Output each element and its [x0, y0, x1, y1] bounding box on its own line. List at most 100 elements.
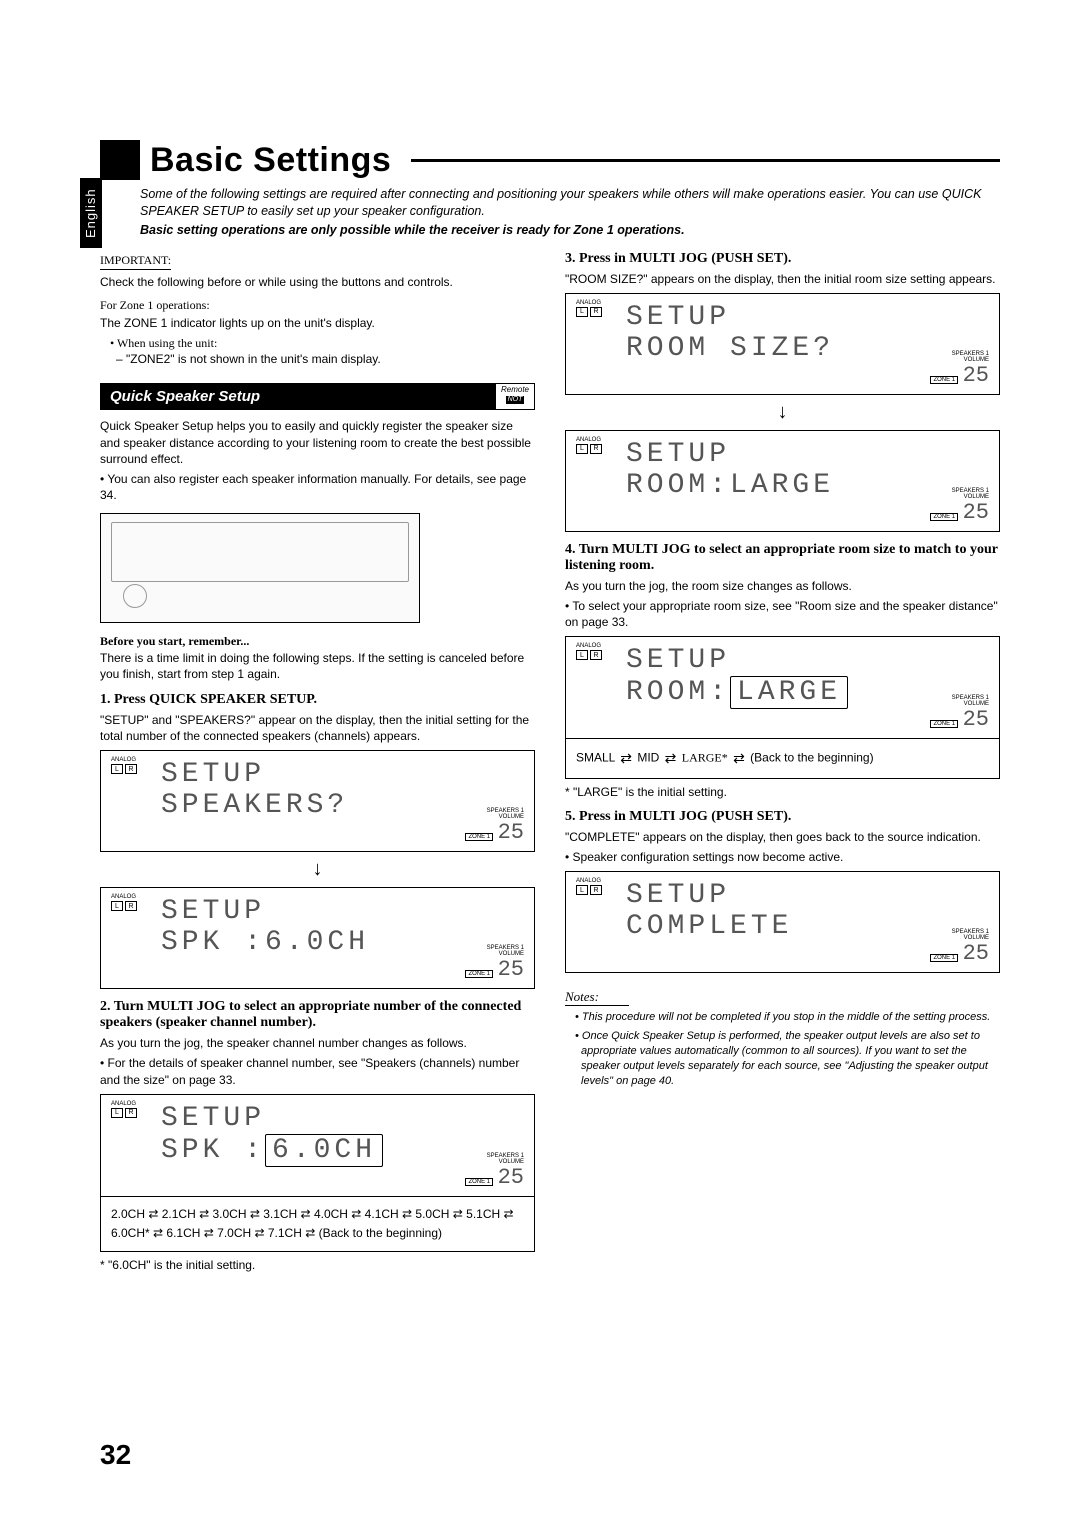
- cycle-small: SMALL: [576, 751, 615, 765]
- lcd-vol: 25: [498, 957, 524, 982]
- lcd-line2: COMPLETE: [626, 911, 792, 942]
- lcd-room-pref: ROOM:: [626, 677, 730, 708]
- title-rule: [411, 159, 1000, 162]
- notes-heading: Notes:: [565, 989, 629, 1006]
- lcd-line1: SETUP: [626, 880, 989, 911]
- lcd-line2: SPEAKERS?: [161, 790, 348, 821]
- lcd-analog-label: ANALOG: [111, 894, 137, 900]
- lcd-line2: SPK :6.0CH: [161, 927, 369, 958]
- lcd-l: L: [111, 1108, 123, 1118]
- lcd-l: L: [111, 901, 123, 911]
- qss-para: Quick Speaker Setup helps you to easily …: [100, 418, 535, 467]
- lcd-spk-val: 6.0CH: [265, 1134, 383, 1167]
- lcd-r: R: [125, 901, 137, 911]
- lcd-zone: ZONE 1: [930, 513, 958, 521]
- receiver-illustration: [100, 513, 420, 623]
- lcd-analog-label: ANALOG: [576, 437, 602, 443]
- right-column: 3. Press in MULTI JOG (PUSH SET). "ROOM …: [565, 251, 1000, 1273]
- lcd-vol: 25: [963, 500, 989, 525]
- title-square: [100, 140, 140, 180]
- arrow-down-icon: ↓: [565, 401, 1000, 424]
- lcd-l: L: [576, 444, 588, 454]
- step5-bullet: • Speaker configuration settings now bec…: [565, 849, 1000, 865]
- notes-body: • This procedure will not be completed i…: [565, 1010, 1000, 1088]
- lcd-display: ANALOG LR SETUP ROOM:LARGE SPEAKERS 1 VO…: [565, 636, 1000, 739]
- remote-not-box: Remote NOT: [495, 383, 535, 410]
- step3-heading: 3. Press in MULTI JOG (PUSH SET).: [565, 251, 1000, 267]
- when-using-h: When using the unit:: [117, 336, 217, 350]
- lcd-r: R: [590, 885, 602, 895]
- bi-arrow-icon: ⇄: [665, 747, 677, 769]
- intro-text: Some of the following settings are requi…: [140, 186, 1000, 220]
- page-content: Basic Settings Some of the following set…: [100, 140, 1000, 1272]
- cycle-back: (Back to the beginning): [750, 751, 873, 765]
- lcd-l: L: [576, 650, 588, 660]
- lcd-display: ANALOG LR SETUP SPK :6.0CH SPEAKERS 1 VO…: [100, 887, 535, 989]
- bi-arrow-icon: ⇄: [733, 747, 745, 769]
- intro-bold: Basic setting operations are only possib…: [140, 222, 1000, 239]
- lcd-r: R: [125, 1108, 137, 1118]
- section-bar: Quick Speaker Setup Remote NOT: [100, 383, 535, 410]
- zone1-body: The ZONE 1 indicator lights up on the un…: [100, 315, 535, 331]
- lcd-vol: 25: [498, 820, 524, 845]
- step2-body: As you turn the jog, the speaker channel…: [100, 1035, 535, 1051]
- lcd-zone: ZONE 1: [465, 1178, 493, 1186]
- lcd-vol: 25: [498, 1165, 524, 1190]
- lcd-line2: ROOM SIZE?: [626, 333, 834, 364]
- lcd-line1: SETUP: [626, 645, 989, 676]
- title-row: Basic Settings: [100, 140, 1000, 180]
- lcd-zone: ZONE 1: [930, 954, 958, 962]
- lcd-analog-label: ANALOG: [576, 643, 602, 649]
- lcd-display: ANALOG LR SETUP COMPLETE SPEAKERS 1 VOLU…: [565, 871, 1000, 973]
- lcd-analog-label: ANALOG: [576, 878, 602, 884]
- zone1-heading: For Zone 1 operations:: [100, 298, 535, 313]
- step4-heading: 4. Turn MULTI JOG to select an appropria…: [565, 542, 1000, 574]
- cycle-large: LARGE*: [682, 751, 728, 765]
- before-start-h: Before you start, remember...: [100, 633, 535, 649]
- lcd-l: L: [576, 885, 588, 895]
- bi-arrow-icon: ⇄: [620, 747, 632, 769]
- step2-bullet: • For the details of speaker channel num…: [100, 1055, 535, 1087]
- lcd-r: R: [590, 650, 602, 660]
- lcd-line2: ROOM:LARGE: [626, 470, 834, 501]
- before-start-body: There is a time limit in doing the follo…: [100, 650, 535, 682]
- footnote-large: * "LARGE" is the initial setting.: [565, 785, 1000, 799]
- important-label: IMPORTANT:: [100, 253, 171, 270]
- page-title: Basic Settings: [150, 141, 391, 180]
- lcd-spk-pref: SPK :: [161, 1135, 265, 1166]
- lcd-zone: ZONE 1: [465, 833, 493, 841]
- section-title: Quick Speaker Setup: [100, 383, 495, 410]
- step1-body: "SETUP" and "SPEAKERS?" appear on the di…: [100, 712, 535, 744]
- page-number: 32: [100, 1439, 131, 1471]
- cycle-mid: MID: [637, 751, 659, 765]
- lcd-r: R: [125, 764, 137, 774]
- lcd-display: ANALOG LR SETUP ROOM:LARGE SPEAKERS 1 VO…: [565, 430, 1000, 532]
- lcd-analog-label: ANALOG: [111, 757, 137, 763]
- lcd-room-val: LARGE: [730, 676, 848, 709]
- cycle-room: SMALL ⇄ MID ⇄ LARGE* ⇄ (Back to the begi…: [565, 739, 1000, 778]
- lcd-line1: SETUP: [161, 896, 524, 927]
- lcd-display: ANALOG LR SETUP SPK :6.0CH SPEAKERS 1 VO…: [100, 1094, 535, 1197]
- lcd-vol: 25: [963, 941, 989, 966]
- lcd-r: R: [590, 444, 602, 454]
- step4-body: As you turn the jog, the room size chang…: [565, 578, 1000, 594]
- arrow-down-icon: ↓: [100, 858, 535, 881]
- step3-body: "ROOM SIZE?" appears on the display, the…: [565, 271, 1000, 287]
- remote-label: Remote: [501, 385, 529, 394]
- step4-bullet: • To select your appropriate room size, …: [565, 598, 1000, 630]
- when-using-heading: • When using the unit:: [106, 335, 535, 351]
- lcd-analog-label: ANALOG: [111, 1101, 137, 1107]
- note-1: • This procedure will not be completed i…: [571, 1010, 1000, 1025]
- lcd-zone: ZONE 1: [930, 376, 958, 384]
- left-column: IMPORTANT: Check the following before or…: [100, 251, 535, 1273]
- when-using-body: – "ZONE2" is not shown in the unit's mai…: [116, 351, 535, 367]
- lcd-display: ANALOG LR SETUP SPEAKERS? SPEAKERS 1 VOL…: [100, 750, 535, 852]
- lcd-line1: SETUP: [161, 1103, 524, 1134]
- step5-body: "COMPLETE" appears on the display, then …: [565, 829, 1000, 845]
- lcd-vol: 25: [963, 363, 989, 388]
- lcd-display: ANALOG LR SETUP ROOM SIZE? SPEAKERS 1 VO…: [565, 293, 1000, 395]
- step2-heading: 2. Turn MULTI JOG to select an appropria…: [100, 999, 535, 1031]
- important-body: Check the following before or while usin…: [100, 274, 535, 290]
- lcd-r: R: [590, 307, 602, 317]
- lcd-vol: 25: [963, 707, 989, 732]
